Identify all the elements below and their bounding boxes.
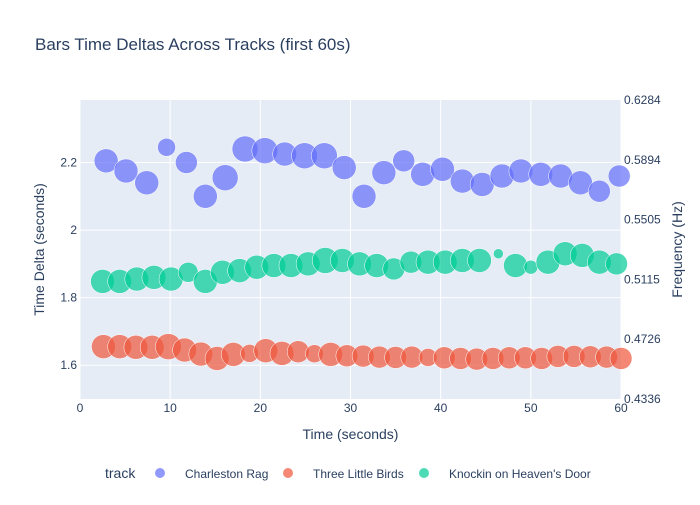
x-tick-label: 40 <box>434 401 448 415</box>
chart-title: Bars Time Deltas Across Tracks (first 60… <box>35 35 351 54</box>
data-point-knockin-on-heaven-s-door[interactable] <box>493 248 504 259</box>
y-tick-label: 1.8 <box>60 291 77 305</box>
data-point-charleston-rag[interactable] <box>211 164 239 191</box>
x-axis-title: Time (seconds) <box>303 426 399 442</box>
data-point-charleston-rag[interactable] <box>134 170 159 196</box>
series-group <box>91 333 633 371</box>
x-tick-label: 10 <box>163 401 177 415</box>
data-point-charleston-rag[interactable] <box>392 149 415 173</box>
axes: 0 10 20 30 40 50 60 1.6 1.8 2 2.2 0.4336 0.4726 0.511… <box>60 93 661 415</box>
y-tick-label: 2.2 <box>60 156 77 170</box>
data-point-charleston-rag[interactable] <box>157 138 176 157</box>
y-axis-title: Time Delta (seconds) <box>31 183 47 316</box>
y2-tick-label: 0.4726 <box>624 332 661 346</box>
data-point-charleston-rag[interactable] <box>113 158 139 184</box>
data-point-charleston-rag[interactable] <box>175 151 198 174</box>
series-group <box>93 135 631 209</box>
x-tick-label: 20 <box>254 401 268 415</box>
x-tick-label: 0 <box>77 401 84 415</box>
data-point-charleston-rag[interactable] <box>351 184 377 209</box>
y-tick-label: 2 <box>70 223 77 237</box>
x-tick-label: 30 <box>344 401 358 415</box>
data-point-three-little-birds[interactable] <box>609 347 633 370</box>
legend-label-three-little-birds[interactable]: Three Little Birds <box>313 467 404 481</box>
legend-marker-three-little-birds[interactable] <box>283 468 293 478</box>
y2-tick-label: 0.5115 <box>624 272 660 286</box>
y2-tick-label: 0.4336 <box>624 392 661 406</box>
data-point-knockin-on-heaven-s-door[interactable] <box>605 252 628 276</box>
y2-tick-label: 0.5505 <box>624 213 661 227</box>
data-point-knockin-on-heaven-s-door[interactable] <box>467 248 492 273</box>
legend[interactable]: track Charleston Rag Three Little Birds Kn… <box>105 465 591 481</box>
data-point-charleston-rag[interactable] <box>311 142 338 169</box>
legend-label-knockin-on-heaven-s-door[interactable]: Knockin on Heaven's Door <box>449 467 591 481</box>
y2-axis-title: Frequency (Hz) <box>669 201 685 297</box>
data-point-charleston-rag[interactable] <box>430 157 455 182</box>
data-markers <box>90 135 633 371</box>
series-group <box>90 241 628 294</box>
x-tick-label: 50 <box>524 401 538 415</box>
legend-marker-charleston-rag[interactable] <box>155 468 165 478</box>
data-point-charleston-rag[interactable] <box>93 148 119 174</box>
legend-label-charleston-rag[interactable]: Charleston Rag <box>185 467 268 481</box>
y2-tick-label: 0.6284 <box>624 93 661 107</box>
y-tick-label: 1.6 <box>60 358 77 372</box>
legend-title: track <box>105 465 136 481</box>
y2-tick-label: 0.5894 <box>624 153 661 167</box>
data-point-charleston-rag[interactable] <box>371 160 397 185</box>
data-point-charleston-rag[interactable] <box>588 179 611 203</box>
data-point-charleston-rag[interactable] <box>193 184 218 209</box>
legend-marker-knockin-on-heaven-s-door[interactable] <box>419 468 429 478</box>
x-tick-label: 60 <box>614 401 628 415</box>
data-point-charleston-rag[interactable] <box>331 155 357 180</box>
data-point-charleston-rag[interactable] <box>607 164 631 188</box>
